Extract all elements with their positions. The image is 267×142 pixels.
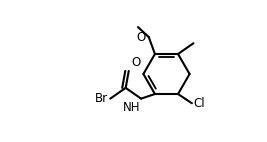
Text: NH: NH (123, 101, 140, 114)
Text: Cl: Cl (194, 97, 205, 110)
Text: Br: Br (95, 92, 108, 105)
Text: O: O (131, 56, 140, 69)
Text: O: O (136, 31, 146, 44)
